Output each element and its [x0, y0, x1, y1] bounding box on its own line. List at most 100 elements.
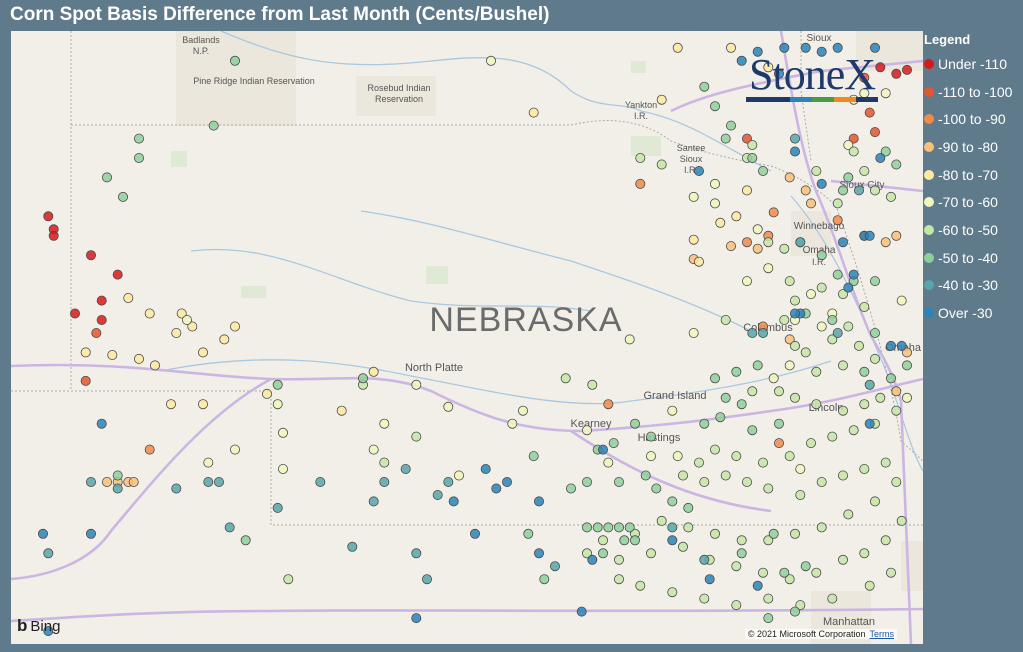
basis-marker[interactable] — [678, 470, 689, 481]
basis-marker[interactable] — [736, 535, 747, 546]
basis-marker[interactable] — [528, 451, 539, 462]
basis-marker[interactable] — [699, 418, 710, 429]
basis-marker[interactable] — [134, 153, 145, 164]
basis-marker[interactable] — [635, 178, 646, 189]
basis-marker[interactable] — [118, 191, 129, 202]
basis-marker[interactable] — [667, 405, 678, 416]
basis-marker[interactable] — [587, 554, 598, 565]
basis-marker[interactable] — [715, 412, 726, 423]
basis-marker[interactable] — [870, 327, 881, 338]
basis-marker[interactable] — [747, 140, 758, 151]
basis-marker[interactable] — [875, 62, 886, 73]
basis-marker[interactable] — [699, 554, 710, 565]
basis-marker[interactable] — [800, 347, 811, 358]
basis-marker[interactable] — [165, 399, 176, 410]
basis-marker[interactable] — [710, 528, 721, 539]
basis-marker[interactable] — [667, 535, 678, 546]
basis-marker[interactable] — [790, 133, 801, 144]
basis-marker[interactable] — [635, 580, 646, 591]
basis-marker[interactable] — [640, 470, 651, 481]
basis-marker[interactable] — [667, 587, 678, 598]
basis-marker[interactable] — [843, 172, 854, 183]
basis-marker[interactable] — [469, 528, 480, 539]
basis-marker[interactable] — [742, 476, 753, 487]
basis-marker[interactable] — [752, 46, 763, 57]
basis-marker[interactable] — [768, 207, 779, 218]
basis-marker[interactable] — [715, 217, 726, 228]
basis-marker[interactable] — [854, 185, 865, 196]
basis-marker[interactable] — [421, 574, 432, 585]
basis-marker[interactable] — [651, 483, 662, 494]
basis-marker[interactable] — [768, 528, 779, 539]
basis-marker[interactable] — [896, 295, 907, 306]
basis-marker[interactable] — [656, 94, 667, 105]
basis-marker[interactable] — [688, 234, 699, 245]
basis-marker[interactable] — [763, 483, 774, 494]
basis-marker[interactable] — [875, 153, 886, 164]
basis-marker[interactable] — [811, 567, 822, 578]
basis-marker[interactable] — [336, 405, 347, 416]
basis-marker[interactable] — [96, 295, 107, 306]
basis-marker[interactable] — [832, 215, 843, 226]
legend-item[interactable]: -90 to -80 — [924, 133, 1023, 161]
basis-marker[interactable] — [902, 360, 913, 371]
basis-marker[interactable] — [902, 347, 913, 358]
basis-marker[interactable] — [229, 55, 240, 66]
basis-marker[interactable] — [838, 237, 849, 248]
basis-marker[interactable] — [880, 457, 891, 468]
basis-marker[interactable] — [779, 243, 790, 254]
basis-marker[interactable] — [763, 263, 774, 274]
basis-marker[interactable] — [886, 340, 897, 351]
basis-marker[interactable] — [694, 256, 705, 267]
basis-marker[interactable] — [224, 522, 235, 533]
basis-marker[interactable] — [763, 613, 774, 624]
basis-marker[interactable] — [747, 425, 758, 436]
basis-marker[interactable] — [181, 314, 192, 325]
basis-marker[interactable] — [379, 418, 390, 429]
basis-marker[interactable] — [667, 496, 678, 507]
basis-marker[interactable] — [859, 399, 870, 410]
basis-marker[interactable] — [277, 463, 288, 474]
basis-marker[interactable] — [656, 159, 667, 170]
legend-item[interactable]: -100 to -90 — [924, 105, 1023, 133]
basis-marker[interactable] — [229, 321, 240, 332]
basis-marker[interactable] — [742, 237, 753, 248]
basis-marker[interactable] — [80, 347, 91, 358]
basis-marker[interactable] — [731, 600, 742, 611]
basis-marker[interactable] — [379, 476, 390, 487]
basis-marker[interactable] — [699, 593, 710, 604]
basis-marker[interactable] — [859, 548, 870, 559]
basis-marker[interactable] — [630, 418, 641, 429]
basis-marker[interactable] — [603, 522, 614, 533]
basis-marker[interactable] — [736, 399, 747, 410]
basis-marker[interactable] — [710, 178, 721, 189]
basis-marker[interactable] — [91, 327, 102, 338]
basis-marker[interactable] — [747, 327, 758, 338]
basis-marker[interactable] — [443, 401, 454, 412]
basis-marker[interactable] — [368, 444, 379, 455]
basis-marker[interactable] — [795, 463, 806, 474]
basis-marker[interactable] — [752, 224, 763, 235]
basis-marker[interactable] — [646, 548, 657, 559]
basis-marker[interactable] — [864, 418, 875, 429]
legend-item[interactable]: -50 to -40 — [924, 244, 1023, 272]
basis-marker[interactable] — [710, 198, 721, 209]
basis-marker[interactable] — [848, 269, 859, 280]
basis-marker[interactable] — [774, 68, 785, 79]
basis-marker[interactable] — [720, 133, 731, 144]
basis-marker[interactable] — [784, 276, 795, 287]
basis-marker[interactable] — [816, 178, 827, 189]
basis-marker[interactable] — [240, 535, 251, 546]
basis-marker[interactable] — [859, 366, 870, 377]
basis-marker[interactable] — [790, 392, 801, 403]
basis-marker[interactable] — [197, 347, 208, 358]
basis-marker[interactable] — [784, 360, 795, 371]
basis-marker[interactable] — [800, 42, 811, 53]
basis-marker[interactable] — [774, 386, 785, 397]
basis-marker[interactable] — [763, 237, 774, 248]
basis-marker[interactable] — [768, 373, 779, 384]
basis-marker[interactable] — [843, 140, 854, 151]
basis-marker[interactable] — [144, 444, 155, 455]
basis-marker[interactable] — [501, 476, 512, 487]
basis-marker[interactable] — [736, 548, 747, 559]
